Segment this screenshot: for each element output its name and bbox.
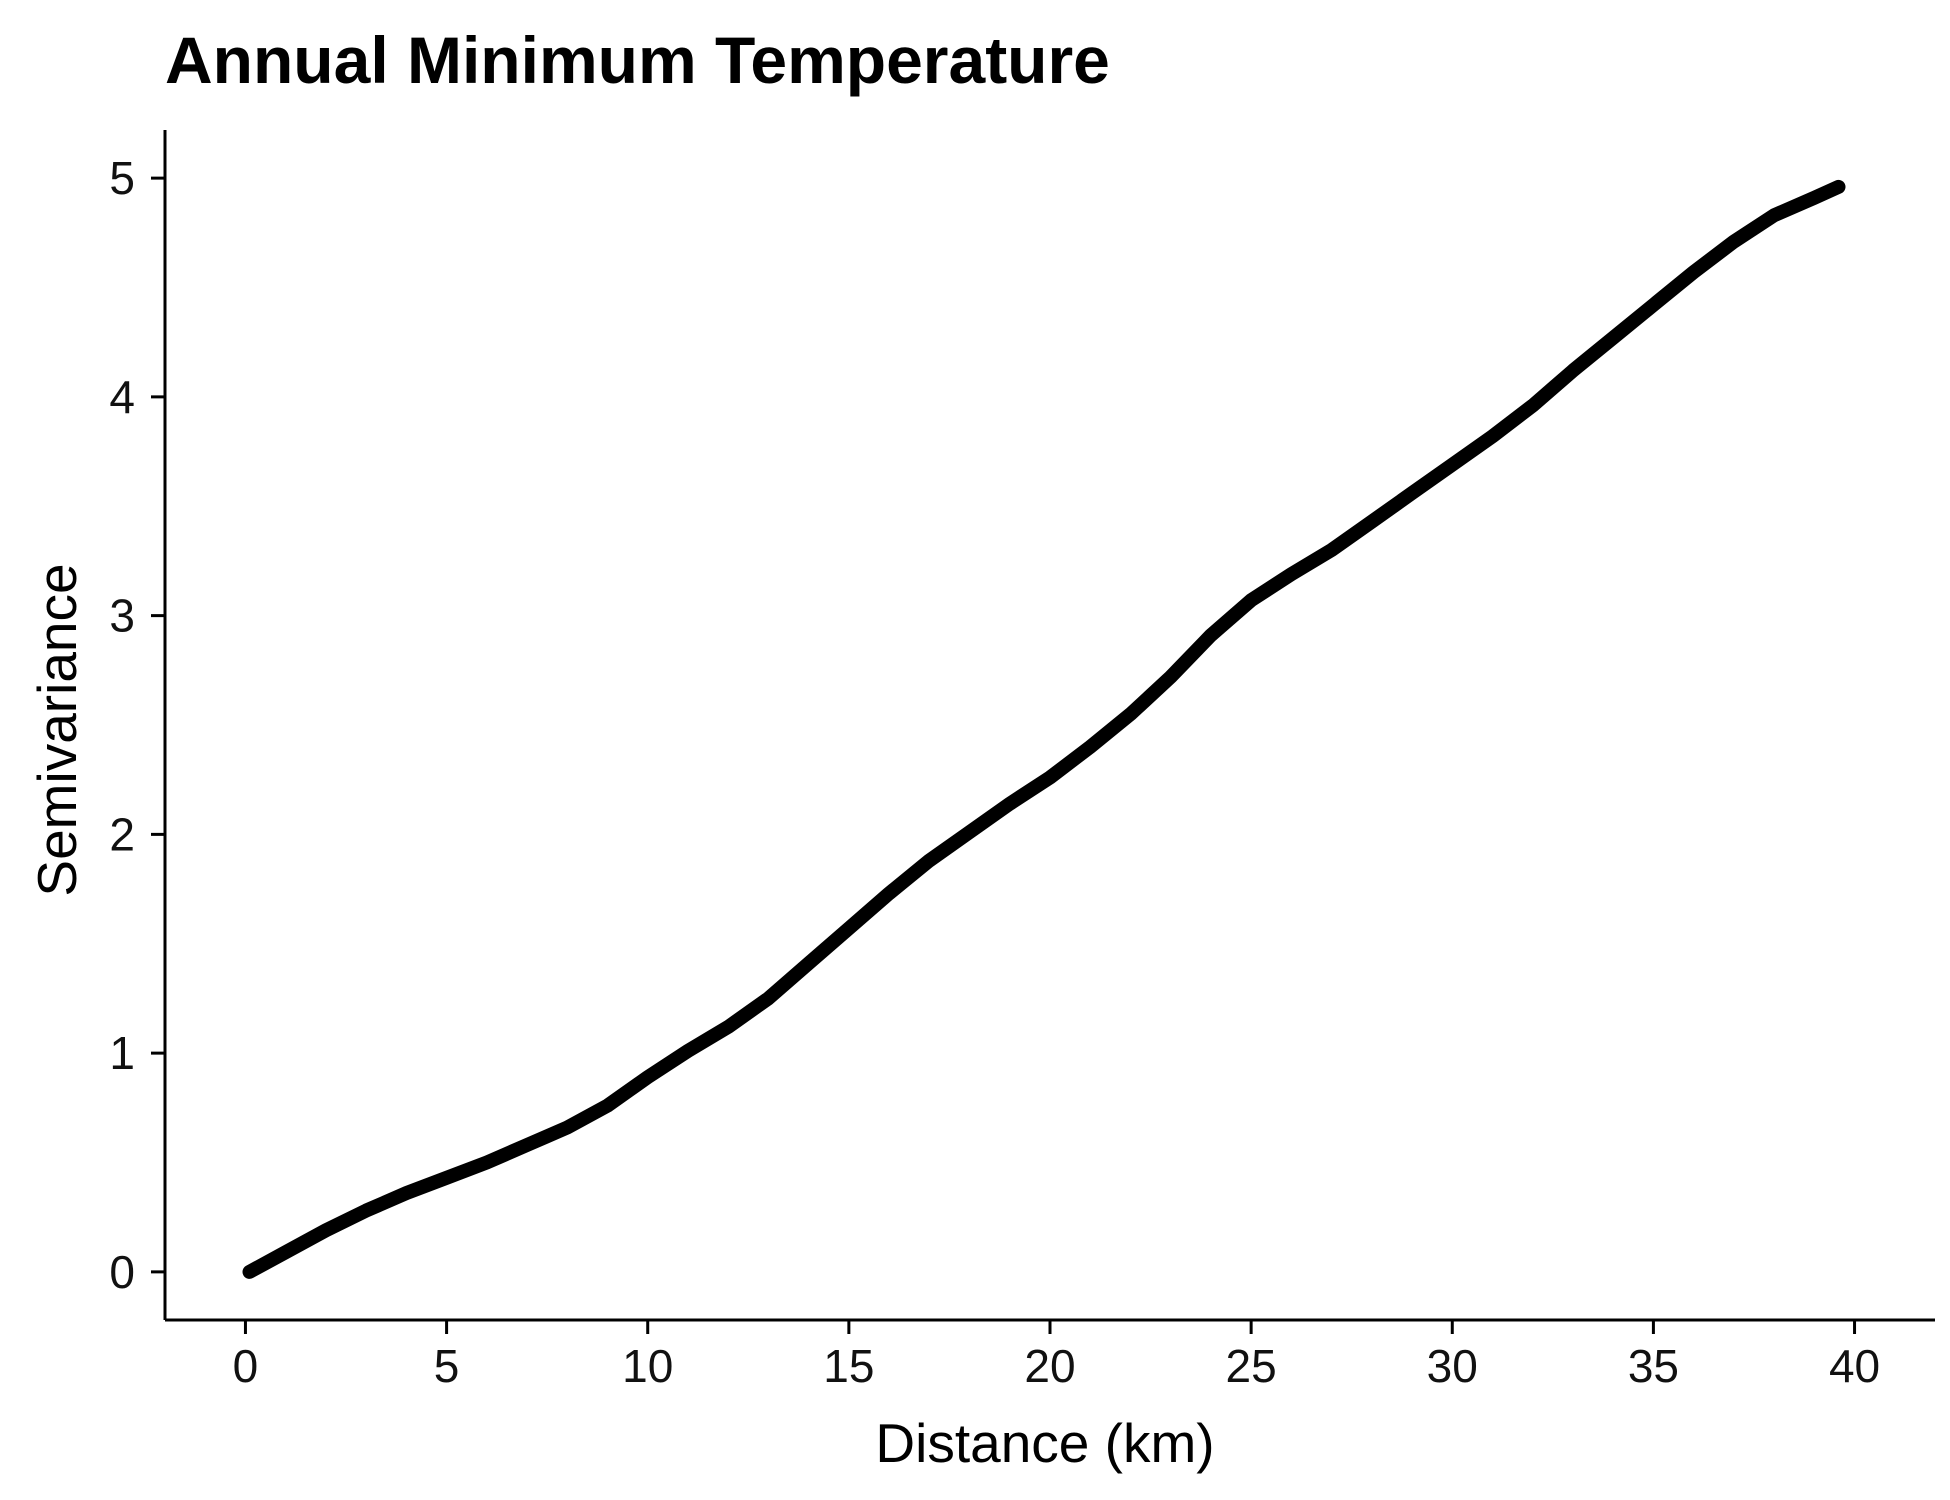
y-tick-label: 5 [109,152,135,204]
x-tick-label: 25 [1226,1340,1277,1392]
x-tick-label: 20 [1024,1340,1075,1392]
y-tick-label: 3 [109,590,135,642]
x-tick-label: 15 [823,1340,874,1392]
axes [163,130,1935,1322]
y-axis-ticks: 0 1 2 3 4 5 [109,152,165,1298]
y-tick-label: 1 [109,1027,135,1079]
x-axis-ticks: 0 5 10 15 20 25 30 35 40 [233,1320,1880,1392]
chart-title: Annual Minimum Temperature [165,23,1110,97]
x-axis-title: Distance (km) [875,1412,1214,1474]
y-tick-label: 2 [109,808,135,860]
y-axis-title: Semivariance [26,563,88,896]
y-tick-label: 0 [109,1246,135,1298]
x-tick-label: 35 [1628,1340,1679,1392]
x-tick-label: 30 [1427,1340,1478,1392]
semivariance-line [242,179,1846,1279]
x-tick-label: 10 [622,1340,673,1392]
y-tick-label: 4 [109,371,135,423]
x-tick-label: 0 [233,1340,259,1392]
plot-area [242,179,1846,1279]
x-tick-label: 5 [434,1340,460,1392]
x-tick-label: 40 [1829,1340,1880,1392]
